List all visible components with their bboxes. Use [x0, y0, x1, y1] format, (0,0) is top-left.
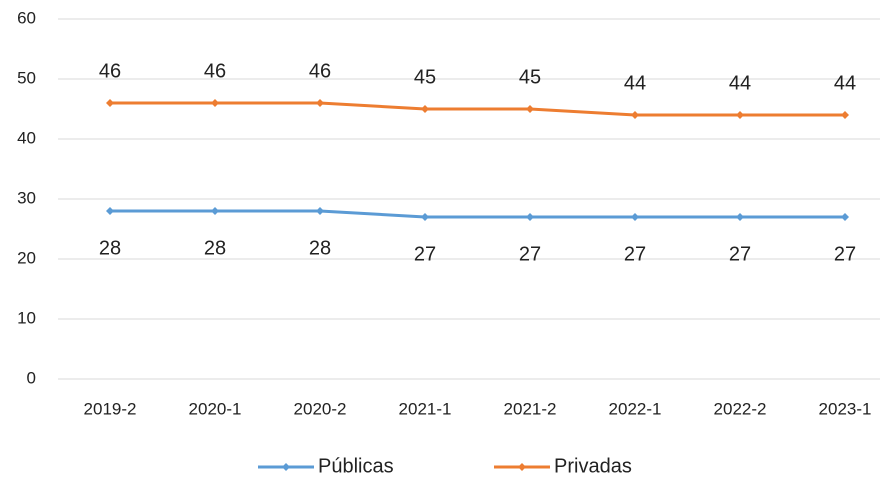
data-label: 46 [204, 60, 226, 82]
point-marker [211, 99, 219, 107]
x-tick-label: 2022-1 [609, 399, 662, 418]
data-label: 44 [834, 72, 856, 94]
data-label: 45 [414, 66, 436, 88]
point-marker [106, 207, 114, 215]
legend-label: Privadas [554, 455, 632, 477]
point-marker [526, 213, 534, 221]
series-line [110, 101, 845, 117]
data-label: 45 [519, 66, 541, 88]
x-tick-label: 2023-1 [819, 399, 872, 418]
y-tick-label: 60 [17, 8, 36, 27]
y-tick-label: 0 [27, 368, 36, 387]
point-marker [631, 111, 639, 119]
data-label: 27 [729, 243, 751, 265]
point-marker [421, 213, 429, 221]
x-tick-label: 2019-2 [84, 399, 137, 418]
data-label: 27 [519, 243, 541, 265]
data-label: 28 [204, 237, 226, 259]
point-marker [316, 207, 324, 215]
data-label: 44 [624, 72, 646, 94]
data-label: 27 [414, 243, 436, 265]
x-tick-label: 2021-2 [504, 399, 557, 418]
data-label: 27 [834, 243, 856, 265]
y-tick-label: 10 [17, 308, 36, 327]
point-marker [841, 111, 849, 119]
data-label: 44 [729, 72, 751, 94]
y-tick-label: 50 [17, 68, 36, 87]
legend-marker [282, 463, 290, 471]
data-label: 27 [624, 243, 646, 265]
x-tick-label: 2021-1 [399, 399, 452, 418]
legend-marker [518, 463, 526, 471]
y-tick-label: 20 [17, 248, 36, 267]
data-label: 28 [309, 237, 331, 259]
point-marker [106, 99, 114, 107]
data-label: 46 [99, 60, 121, 82]
data-label: 46 [309, 60, 331, 82]
legend-label: Públicas [318, 455, 394, 477]
series-line [110, 209, 845, 219]
x-tick-label: 2022-2 [714, 399, 767, 418]
point-marker [316, 99, 324, 107]
x-tick-label: 2020-1 [189, 399, 242, 418]
point-marker [736, 111, 744, 119]
point-marker [421, 105, 429, 113]
y-tick-label: 40 [17, 128, 36, 147]
point-marker [211, 207, 219, 215]
point-marker [841, 213, 849, 221]
point-marker [631, 213, 639, 221]
point-marker [526, 105, 534, 113]
data-label: 28 [99, 237, 121, 259]
x-tick-label: 2020-2 [294, 399, 347, 418]
point-marker [736, 213, 744, 221]
y-tick-label: 30 [17, 188, 36, 207]
